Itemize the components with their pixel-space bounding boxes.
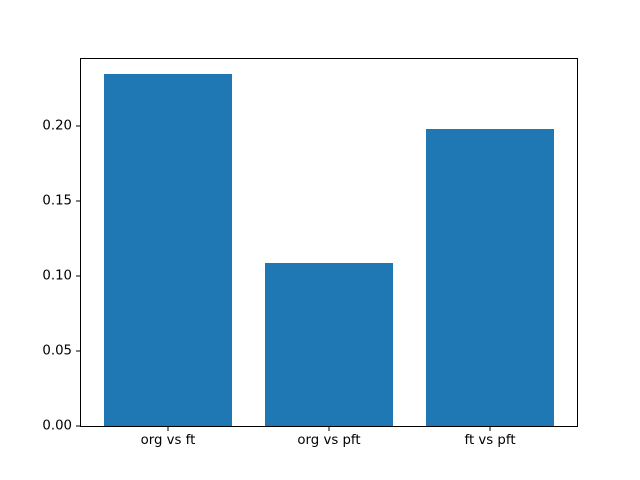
bar-org-vs-ft bbox=[103, 73, 233, 426]
plot-area: 0.00 0.05 0.10 0.15 0.20 org vs ft org vs pft f… bbox=[42, 58, 578, 447]
x-axis-tick bbox=[489, 426, 491, 431]
y-axis-tick-label: 0.15 bbox=[42, 193, 72, 209]
y-axis-tick-label: 0.00 bbox=[42, 418, 72, 434]
bar-ft-vs-pft bbox=[425, 129, 555, 426]
y-axis-tick bbox=[76, 200, 81, 202]
y-axis-tick-label: 0.05 bbox=[42, 343, 72, 359]
x-axis-tick bbox=[328, 426, 330, 431]
y-axis-tick-label: 0.20 bbox=[42, 118, 72, 134]
x-axis-tick-label: org vs pft bbox=[297, 433, 361, 448]
y-axis-tick bbox=[76, 275, 81, 277]
x-axis-tick-label: org vs ft bbox=[140, 433, 196, 448]
y-axis-tick-label: 0.10 bbox=[42, 268, 72, 284]
x-axis-tick bbox=[167, 426, 169, 431]
y-axis-tick bbox=[76, 425, 81, 427]
bar-org-vs-pft bbox=[264, 262, 394, 426]
y-axis-tick bbox=[76, 350, 81, 352]
x-axis-tick-label: ft vs pft bbox=[464, 433, 516, 448]
y-axis-tick bbox=[76, 125, 81, 127]
